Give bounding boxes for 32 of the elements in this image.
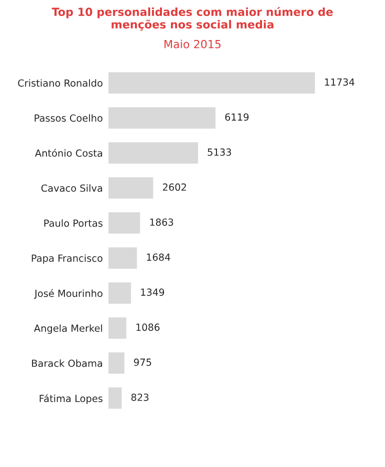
chart-subtitle: Maio 2015	[164, 40, 221, 48]
y-tick-label: Barack Obama	[32, 359, 102, 367]
data-label: 1349	[141, 288, 164, 296]
bar	[108, 210, 142, 236]
data-label: 823	[131, 394, 148, 401]
chart-title: Top 10 personalidades com maior número de menções nos social media	[52, 7, 333, 31]
bar	[108, 280, 132, 306]
bar	[108, 106, 217, 130]
y-tick-label: Cristiano Ronaldo	[18, 79, 102, 87]
data-label: 975	[134, 358, 152, 366]
y-tick-label: José Mourinho	[34, 289, 102, 299]
data-label: 1863	[150, 218, 174, 226]
bar	[108, 386, 124, 410]
bar	[108, 140, 200, 166]
data-label: 6119	[225, 113, 249, 121]
y-tick-label: Angela Merkel	[34, 324, 102, 334]
data-label: 2602	[162, 183, 186, 191]
bar	[108, 176, 155, 200]
y-tick-label: Papa Francisco	[32, 254, 102, 264]
data-label: 1684	[147, 253, 170, 261]
y-tick-label: Fátima Lopes	[40, 394, 102, 404]
y-tick-label: Cavaco Silva	[41, 184, 102, 192]
data-label: 1086	[136, 324, 160, 331]
data-label: 11734	[325, 78, 354, 86]
bar	[108, 246, 138, 270]
y-tick-label: Passos Coelho	[34, 114, 102, 122]
bar	[108, 351, 126, 376]
y-tick-label: Paulo Portas	[44, 219, 102, 227]
bar	[108, 316, 128, 340]
y-tick-label: António Costa	[34, 148, 102, 157]
data-label: 5133	[208, 148, 232, 156]
bar	[108, 70, 316, 95]
